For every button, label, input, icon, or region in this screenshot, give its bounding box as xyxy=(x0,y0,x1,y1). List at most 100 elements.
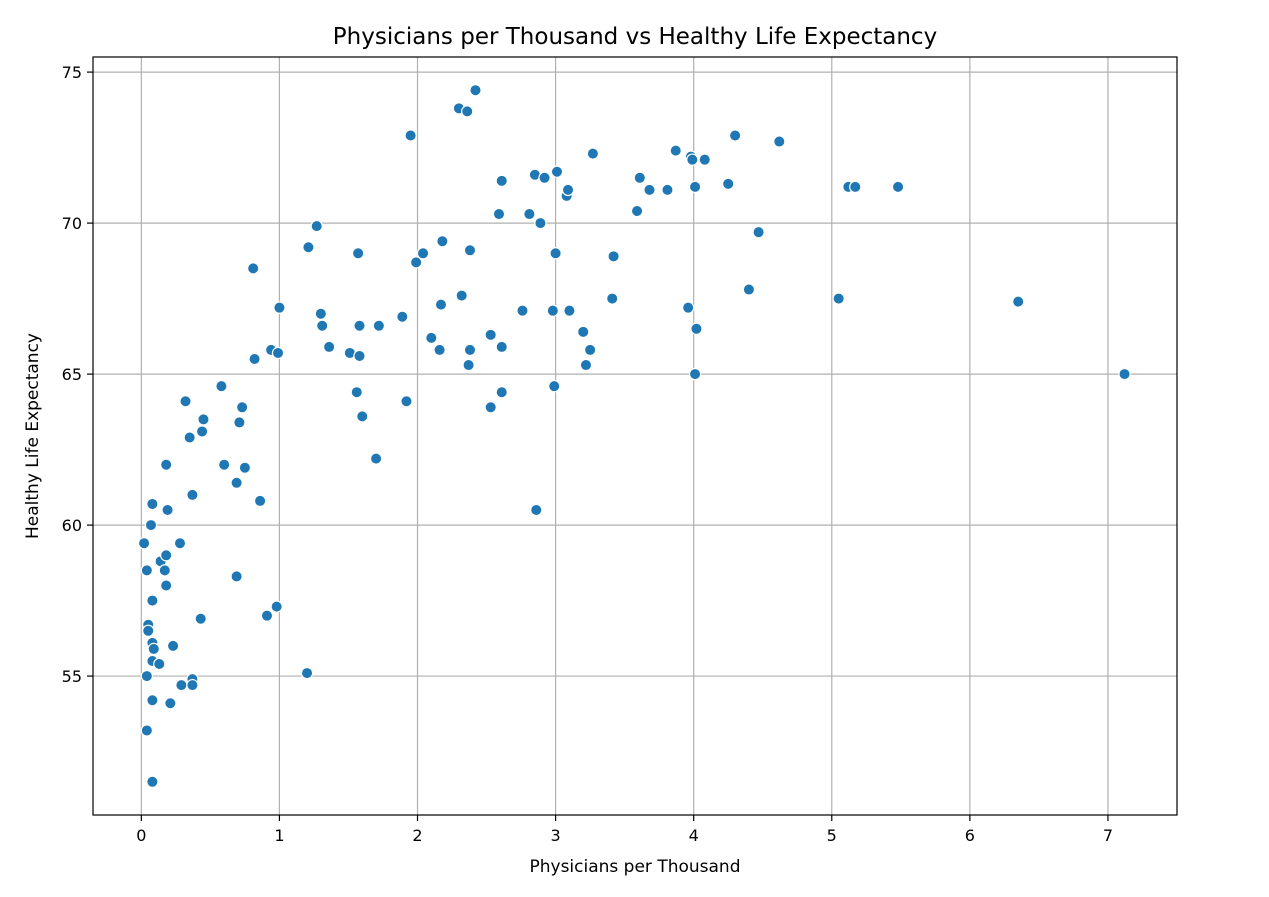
data-point xyxy=(253,494,267,508)
data-point xyxy=(140,669,154,683)
data-point xyxy=(140,564,154,577)
data-point xyxy=(153,657,166,671)
data-point xyxy=(137,537,151,550)
data-point xyxy=(260,609,274,622)
data-point xyxy=(586,147,600,160)
data-point xyxy=(159,549,173,562)
data-point xyxy=(681,301,695,314)
data-point xyxy=(538,171,551,184)
y-tick-label: 60 xyxy=(62,516,82,535)
y-axis-label: Healthy Life Expectancy xyxy=(23,333,43,539)
data-point xyxy=(235,401,249,414)
data-point xyxy=(316,319,329,332)
data-point xyxy=(173,537,187,550)
data-point xyxy=(698,153,711,166)
x-tick-label: 3 xyxy=(551,826,561,845)
data-point xyxy=(563,304,576,317)
x-tick-label: 0 xyxy=(136,826,146,845)
data-point xyxy=(233,416,246,429)
data-point xyxy=(372,319,386,332)
data-point xyxy=(492,207,506,221)
data-point xyxy=(146,594,159,607)
data-point xyxy=(686,153,699,166)
data-point xyxy=(147,642,160,656)
data-point xyxy=(217,458,231,471)
data-point xyxy=(630,204,644,218)
data-point xyxy=(356,410,369,423)
data-point xyxy=(146,694,159,707)
data-point xyxy=(396,310,409,323)
data-point xyxy=(183,431,196,444)
data-point xyxy=(159,579,173,592)
data-point xyxy=(583,343,597,357)
data-point xyxy=(579,358,593,372)
plot-frame xyxy=(92,56,1178,816)
data-point xyxy=(271,346,285,360)
data-point xyxy=(158,564,172,577)
chart-title: Physicians per Thousand vs Healthy Life … xyxy=(333,24,937,50)
x-axis-label: Physicians per Thousand xyxy=(529,857,740,877)
data-point xyxy=(643,183,656,197)
data-point xyxy=(248,352,261,366)
x-tick-label: 5 xyxy=(827,826,837,845)
x-tick-label: 2 xyxy=(412,826,422,845)
data-point xyxy=(891,180,905,194)
data-point xyxy=(270,600,283,613)
data-point xyxy=(310,219,323,233)
data-point xyxy=(186,488,199,502)
data-point xyxy=(461,105,474,118)
data-point xyxy=(230,570,243,583)
data-point xyxy=(195,425,209,438)
data-point xyxy=(159,458,173,471)
data-point xyxy=(246,262,260,275)
data-point xyxy=(530,503,543,517)
x-tick-label: 6 xyxy=(965,826,975,845)
y-tick-label: 75 xyxy=(62,63,82,82)
data-point xyxy=(661,183,674,197)
data-point xyxy=(469,84,482,97)
data-point xyxy=(773,135,786,148)
data-point xyxy=(849,180,862,194)
data-point xyxy=(688,367,702,381)
grid xyxy=(93,57,1177,815)
data-point xyxy=(186,678,199,692)
data-point xyxy=(516,304,529,317)
data-point xyxy=(484,328,497,342)
data-point xyxy=(425,331,438,345)
data-point xyxy=(302,241,315,254)
x-tick-label: 7 xyxy=(1103,826,1113,845)
data-point xyxy=(688,180,702,194)
data-point xyxy=(463,244,477,257)
data-point xyxy=(404,129,417,142)
data-point xyxy=(495,386,508,399)
data-point xyxy=(416,247,430,260)
data-point xyxy=(194,612,207,625)
data-point xyxy=(273,301,286,314)
data-point xyxy=(669,144,682,157)
data-point xyxy=(142,624,155,637)
data-point xyxy=(433,343,446,357)
data-point xyxy=(495,174,508,188)
y-tick-label: 70 xyxy=(62,214,82,233)
data-point xyxy=(146,775,159,788)
data-point xyxy=(728,129,742,142)
data-point xyxy=(140,724,154,737)
data-point xyxy=(353,319,366,332)
data-point xyxy=(238,461,252,474)
data-point xyxy=(548,379,561,393)
y-axis-ticks: 55 60 65 70 75 xyxy=(62,63,93,686)
x-tick-label: 4 xyxy=(689,826,699,845)
data-points xyxy=(137,84,1131,788)
data-point xyxy=(577,325,590,339)
data-point xyxy=(690,322,703,335)
data-point xyxy=(161,503,174,517)
data-point xyxy=(230,476,243,490)
data-point xyxy=(215,379,228,393)
data-point xyxy=(722,177,735,191)
data-point xyxy=(300,666,314,680)
data-point xyxy=(832,292,845,305)
data-point xyxy=(409,256,423,269)
data-point xyxy=(523,207,536,221)
data-point xyxy=(455,289,468,302)
